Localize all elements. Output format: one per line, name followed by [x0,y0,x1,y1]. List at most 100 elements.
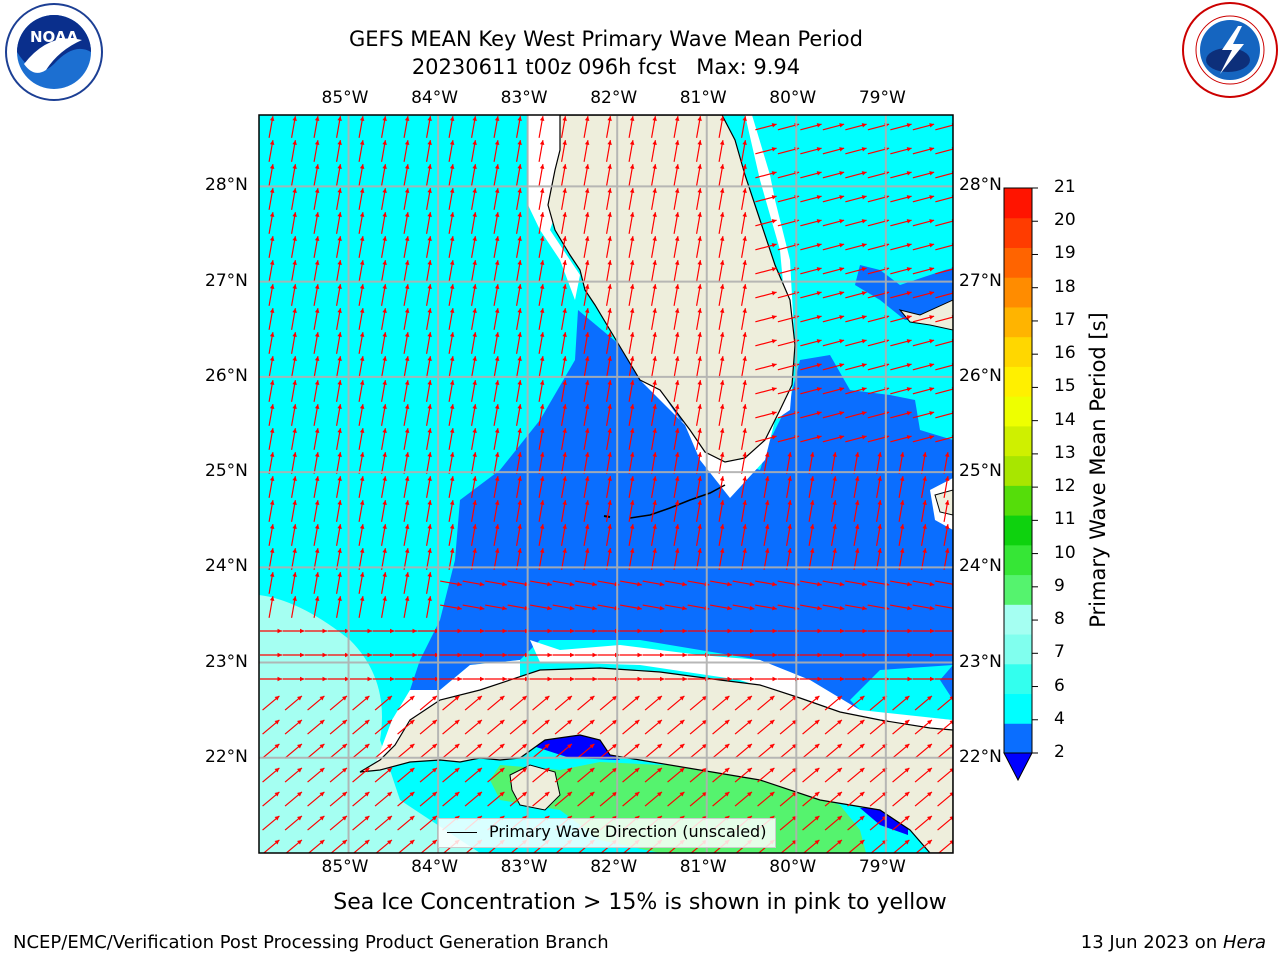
wave-direction-arrow [845,580,867,587]
wave-direction-arrow [282,628,305,634]
wave-direction-arrow [493,308,500,330]
wave-direction-arrow [313,308,320,330]
wave-direction-arrow [830,476,837,498]
wave-direction-arrow [890,580,912,587]
isla-juventud-land [509,764,561,811]
wave-direction-arrow [673,212,680,234]
wave-direction-arrow [403,524,410,546]
wave-direction-arrow [665,628,687,634]
wave-direction-arrow [403,308,410,330]
wave-direction-arrow [800,171,822,179]
wave-direction-arrow [583,260,590,282]
wave-direction-arrow [268,236,275,258]
wave-direction-arrow [290,548,297,570]
wave-direction-arrow [307,815,325,831]
wave-direction-arrow [943,524,950,546]
wave-direction-arrow [642,676,665,682]
wave-direction-arrow [358,452,365,474]
wave-direction-arrow [313,404,320,426]
wave-direction-arrow [665,676,687,682]
colorbar-swatch [1004,277,1032,308]
wave-direction-arrow [710,628,732,634]
wave-direction-arrow [800,363,822,371]
wave-direction-arrow [397,695,415,711]
footer-host: Hera [1222,932,1266,953]
wave-direction-arrow [538,332,545,354]
wave-direction-arrow [335,572,342,594]
wave-direction-arrow [313,596,320,618]
wave-direction-arrow [890,123,912,131]
wave-direction-arrow [802,743,820,759]
wave-direction-arrow [622,695,640,711]
wave-direction-arrow [493,524,500,546]
wave-direction-arrow [380,596,387,618]
wave-direction-arrow [425,572,432,594]
wave-direction-arrow [305,676,327,682]
colorbar-tick-label: 11 [1054,509,1076,530]
wave-direction-arrow [695,260,702,282]
colorbar-swatch [1004,544,1032,576]
wave-direction-arrow [845,604,867,611]
wave-direction-arrow [800,604,822,611]
wave-direction-arrow [890,219,912,227]
colorbar-swatch [1004,723,1032,754]
wave-direction-arrow [313,428,320,450]
wave-direction-arrow [718,332,725,354]
wave-direction-arrow [800,147,822,155]
wave-direction-arrow [419,743,438,759]
wave-direction-arrow [352,695,370,711]
wave-direction-arrow [358,476,365,498]
wave-direction-arrow [425,164,432,186]
wave-direction-arrow [845,243,867,251]
wave-direction-arrow [667,719,685,735]
wave-direction-arrow [577,719,595,735]
colorbar-tick-label: 19 [1054,243,1076,264]
wave-direction-arrow [875,452,882,474]
wave-direction-arrow [419,719,438,735]
wave-direction-arrow [599,767,618,783]
wave-direction-arrow [425,236,432,258]
wave-direction-arrow [853,476,860,498]
wave-direction-arrow [642,580,665,587]
wave-direction-arrow [718,500,725,522]
wave-direction-arrow [554,743,573,759]
wave-direction-arrow [710,604,732,611]
wave-direction-arrow [718,524,725,546]
wave-direction-arrow [650,116,657,138]
wave-direction-arrow [740,476,747,498]
wave-direction-arrow [335,164,342,186]
wave-direction-arrow [718,140,725,162]
wave-direction-arrow [800,387,822,395]
wave-direction-arrow [425,332,432,354]
wave-direction-arrow [847,695,865,711]
wave-direction-arrow [892,743,910,759]
colorbar-swatch [1004,366,1032,397]
lat-label-left: 22°N [205,746,248,767]
wave-direction-arrow [372,652,395,658]
wave-direction-arrow [538,140,545,162]
wave-direction-arrow [335,116,342,138]
wave-direction-arrow [335,284,342,306]
wave-direction-arrow [712,719,730,735]
wave-direction-arrow [695,548,702,570]
wave-direction-arrow [515,428,522,450]
wave-direction-arrow [290,212,297,234]
wave-direction-arrow [335,548,342,570]
wave-direction-arrow [515,140,522,162]
lat-label-left: 26°N [205,365,248,386]
wave-direction-arrow [493,476,500,498]
wave-direction-arrow [487,719,505,735]
wave-direction-arrow [493,188,500,210]
wave-direction-arrow [403,116,410,138]
wave-direction-arrow [290,332,297,354]
wave-direction-arrow [380,524,387,546]
wave-direction-arrow [912,604,935,611]
wave-direction-arrow [845,147,867,155]
wave-direction-arrow [515,188,522,210]
wave-direction-arrow [538,236,545,258]
wave-direction-arrow [290,428,297,450]
wave-direction-arrow [493,140,500,162]
wave-direction-arrow [335,524,342,546]
wave-direction-arrow [425,380,432,402]
wave-direction-arrow [335,140,342,162]
